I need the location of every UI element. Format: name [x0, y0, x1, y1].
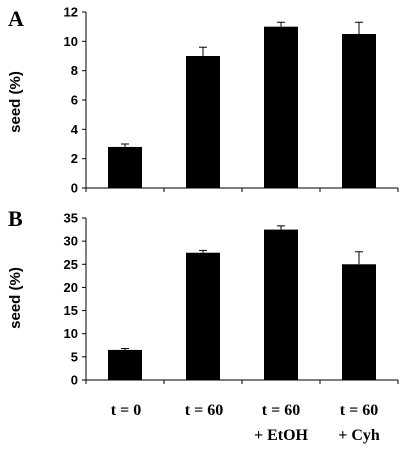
- category-label-4-line1: t = 60: [340, 402, 378, 419]
- panel-a: A seed (%) 0 2 4 6 8 10 12: [7, 5, 399, 196]
- panel-b-y-axis-label: seed (%): [7, 267, 24, 329]
- panel-b-bar: [108, 349, 142, 380]
- panel-a-bar: [264, 26, 298, 188]
- panel-b-y-tick-label: 25: [64, 257, 78, 272]
- panel-b-y-tick-label: 20: [64, 280, 78, 295]
- category-label-3-line2: + EtOH: [254, 427, 309, 444]
- panel-a-y-tick-label: 6: [71, 93, 78, 108]
- panel-a-bar: [342, 34, 376, 188]
- category-label-3-line1: t = 60: [262, 402, 300, 419]
- panel-b-y-tick-label: 35: [64, 211, 78, 226]
- panel-b-bar: [342, 264, 376, 380]
- panel-a-y-tick-label: 2: [71, 151, 78, 166]
- panel-a-y-tick-label: 10: [64, 34, 78, 49]
- panel-a-bar: [186, 56, 220, 188]
- panel-a-y-tick-label: 12: [64, 5, 78, 20]
- panel-a-y-tick-label: 4: [71, 122, 79, 137]
- panel-b-y-tick-label: 0: [71, 373, 78, 388]
- category-labels: t = 0 t = 60 t = 60 + EtOH t = 60 + Cyh: [111, 402, 380, 444]
- category-label-2-line1: t = 60: [185, 402, 223, 419]
- panel-b-y-tick-label: 30: [64, 234, 78, 249]
- panel-b-y-tick-label: 10: [64, 326, 78, 341]
- category-label-1-line1: t = 0: [111, 402, 141, 419]
- panel-a-letter: A: [8, 6, 24, 31]
- panel-b-y-tick-label: 5: [71, 349, 78, 364]
- panel-b-bar: [186, 252, 220, 380]
- panel-b: B seed (%) 0 5 10 15 20 25 30 35: [7, 206, 399, 388]
- panel-a-bar: [108, 146, 142, 188]
- panel-a-y-tick-label: 0: [71, 181, 78, 196]
- panel-b-y-tick-label: 15: [64, 303, 78, 318]
- panel-a-y-axis-label: seed (%): [7, 71, 24, 133]
- category-label-4-line2: + Cyh: [338, 427, 380, 444]
- panel-b-bar: [264, 229, 298, 380]
- panel-b-letter: B: [8, 206, 23, 231]
- panel-a-y-tick-label: 8: [71, 63, 78, 78]
